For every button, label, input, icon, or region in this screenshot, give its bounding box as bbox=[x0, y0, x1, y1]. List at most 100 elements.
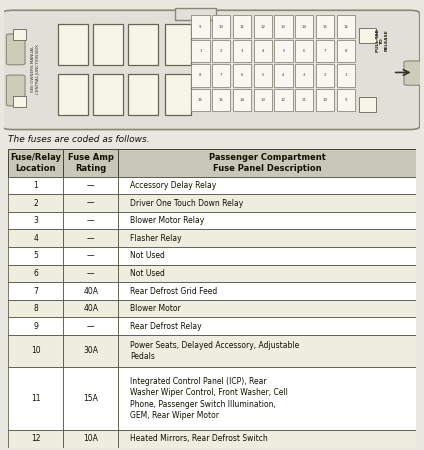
Text: 1: 1 bbox=[33, 181, 38, 190]
Bar bbox=[118, 177, 416, 194]
Text: 10: 10 bbox=[219, 25, 223, 29]
Text: 14: 14 bbox=[240, 98, 244, 102]
Bar bbox=[295, 15, 313, 38]
Text: The fuses are coded as follows.: The fuses are coded as follows. bbox=[8, 135, 150, 144]
Bar bbox=[14, 29, 26, 40]
Text: 5: 5 bbox=[33, 252, 39, 261]
Text: Blower Motor: Blower Motor bbox=[130, 304, 181, 313]
Bar bbox=[64, 265, 118, 282]
Bar bbox=[8, 212, 64, 230]
Bar bbox=[212, 15, 230, 38]
Bar bbox=[191, 64, 209, 86]
Text: 6: 6 bbox=[303, 49, 305, 53]
Text: 4: 4 bbox=[282, 73, 285, 77]
Text: 3: 3 bbox=[303, 73, 306, 77]
Text: 7: 7 bbox=[220, 73, 223, 77]
Text: 40A: 40A bbox=[84, 304, 98, 313]
Text: 5: 5 bbox=[262, 73, 264, 77]
Bar bbox=[337, 15, 355, 38]
Bar bbox=[93, 74, 123, 115]
Text: Not Used: Not Used bbox=[130, 269, 165, 278]
Text: 16: 16 bbox=[198, 98, 203, 102]
Text: Blower Motor Relay: Blower Motor Relay bbox=[130, 216, 204, 225]
Bar bbox=[64, 247, 118, 265]
Bar bbox=[233, 15, 251, 38]
Text: 8: 8 bbox=[345, 49, 347, 53]
Text: 1: 1 bbox=[199, 49, 202, 53]
Text: 15A: 15A bbox=[84, 394, 98, 403]
FancyBboxPatch shape bbox=[2, 10, 420, 130]
Bar bbox=[64, 367, 118, 430]
Text: —: — bbox=[87, 252, 95, 261]
Bar bbox=[316, 15, 334, 38]
Bar bbox=[254, 64, 272, 86]
Bar bbox=[118, 300, 416, 318]
Bar bbox=[212, 40, 230, 62]
Bar bbox=[316, 40, 334, 62]
Text: 6: 6 bbox=[241, 73, 243, 77]
Bar bbox=[118, 148, 416, 177]
Bar bbox=[254, 89, 272, 111]
Text: —: — bbox=[87, 269, 95, 278]
Bar bbox=[118, 194, 416, 212]
Bar bbox=[8, 300, 64, 318]
Text: 13: 13 bbox=[281, 25, 286, 29]
Text: 3: 3 bbox=[33, 216, 39, 225]
Bar bbox=[8, 430, 64, 448]
Text: Power Seats, Delayed Accessory, Adjustable
Pedals: Power Seats, Delayed Accessory, Adjustab… bbox=[130, 341, 299, 361]
Bar bbox=[64, 212, 118, 230]
Text: 4: 4 bbox=[33, 234, 39, 243]
Bar bbox=[8, 247, 64, 265]
Text: 9: 9 bbox=[345, 98, 347, 102]
Text: 6: 6 bbox=[33, 269, 39, 278]
Bar bbox=[64, 194, 118, 212]
Bar bbox=[8, 230, 64, 247]
FancyBboxPatch shape bbox=[6, 75, 25, 106]
Text: 7: 7 bbox=[324, 49, 326, 53]
Text: Driver One Touch Down Relay: Driver One Touch Down Relay bbox=[130, 198, 243, 207]
Bar bbox=[64, 335, 118, 367]
Text: —: — bbox=[87, 216, 95, 225]
Text: Integrated Control Panel (ICP), Rear
Washer Wiper Control, Front Washer, Cell
Ph: Integrated Control Panel (ICP), Rear Was… bbox=[130, 377, 288, 419]
Text: 8: 8 bbox=[199, 73, 202, 77]
Bar bbox=[8, 318, 64, 335]
Text: 11: 11 bbox=[240, 25, 244, 29]
Bar bbox=[316, 64, 334, 86]
FancyBboxPatch shape bbox=[6, 34, 25, 65]
Text: 9: 9 bbox=[199, 25, 202, 29]
Text: Accessory Delay Relay: Accessory Delay Relay bbox=[130, 181, 217, 190]
Bar bbox=[274, 40, 293, 62]
Bar bbox=[128, 74, 158, 115]
Bar bbox=[118, 265, 416, 282]
Text: 12: 12 bbox=[260, 25, 265, 29]
Text: 10: 10 bbox=[323, 98, 327, 102]
Text: PULL TAB
TO
RELEASE: PULL TAB TO RELEASE bbox=[376, 29, 389, 52]
Text: Flasher Relay: Flasher Relay bbox=[130, 234, 182, 243]
Text: 2: 2 bbox=[220, 49, 223, 53]
Text: Fuse Amp
Rating: Fuse Amp Rating bbox=[68, 153, 114, 173]
Text: —: — bbox=[87, 181, 95, 190]
Text: 30A: 30A bbox=[84, 346, 98, 356]
Text: 10A: 10A bbox=[84, 434, 98, 443]
Text: —: — bbox=[87, 198, 95, 207]
Text: 8: 8 bbox=[33, 304, 38, 313]
FancyBboxPatch shape bbox=[404, 61, 423, 86]
Text: 2: 2 bbox=[33, 198, 38, 207]
Text: Passenger Compartment
Fuse Panel Description: Passenger Compartment Fuse Panel Descrip… bbox=[209, 153, 325, 173]
Text: 3: 3 bbox=[241, 49, 243, 53]
Bar bbox=[191, 89, 209, 111]
Text: 7: 7 bbox=[33, 287, 39, 296]
Bar bbox=[118, 282, 416, 300]
Text: 11: 11 bbox=[302, 98, 307, 102]
Text: 10: 10 bbox=[31, 346, 41, 356]
Bar bbox=[118, 430, 416, 448]
Text: SEE OWNERS MANUAL
CENTRAL JUNCTION BOX: SEE OWNERS MANUAL CENTRAL JUNCTION BOX bbox=[31, 44, 40, 94]
Bar bbox=[8, 194, 64, 212]
Bar bbox=[14, 95, 26, 107]
Bar bbox=[118, 247, 416, 265]
Bar bbox=[118, 367, 416, 430]
Bar bbox=[128, 24, 158, 65]
Text: 4: 4 bbox=[262, 49, 264, 53]
Bar bbox=[165, 24, 191, 65]
Bar bbox=[212, 89, 230, 111]
